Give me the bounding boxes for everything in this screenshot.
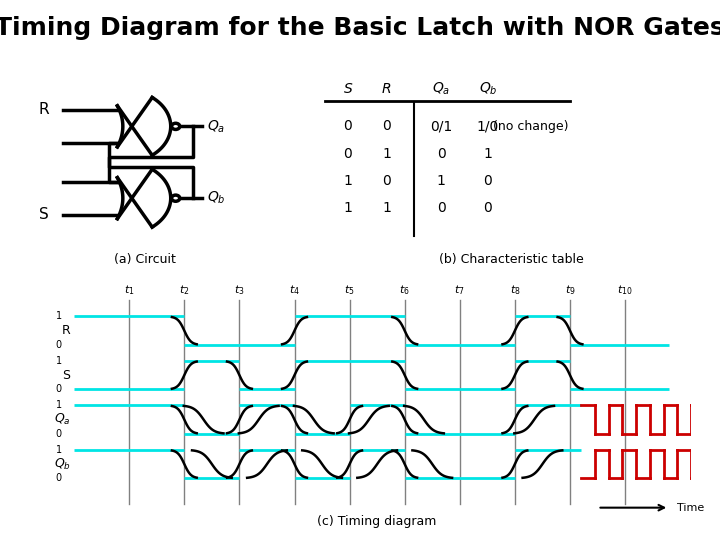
Text: $t_1$: $t_1$ — [124, 284, 135, 298]
Text: $Q_b$: $Q_b$ — [53, 456, 71, 471]
Text: R: R — [61, 324, 71, 337]
Text: $t_4$: $t_4$ — [289, 284, 300, 298]
Text: $Q_b$: $Q_b$ — [207, 190, 226, 206]
Text: S: S — [39, 207, 48, 222]
Text: 1: 1 — [343, 201, 352, 215]
Text: 1: 1 — [55, 445, 62, 455]
Text: R: R — [38, 103, 49, 117]
Text: $t_2$: $t_2$ — [179, 284, 189, 298]
Text: $t_5$: $t_5$ — [344, 284, 355, 298]
Text: 0: 0 — [437, 201, 446, 215]
Text: S: S — [343, 82, 352, 96]
Text: $t_{10}$: $t_{10}$ — [617, 284, 633, 298]
Text: 0: 0 — [484, 174, 492, 188]
Text: S: S — [62, 369, 70, 382]
Text: 1: 1 — [437, 174, 446, 188]
Text: (b) Characteristic table: (b) Characteristic table — [438, 253, 584, 266]
Text: 1: 1 — [55, 312, 62, 321]
Text: 0: 0 — [55, 429, 62, 439]
Text: 1: 1 — [382, 201, 391, 215]
Text: (a) Circuit: (a) Circuit — [114, 253, 176, 266]
Text: 0: 0 — [437, 147, 446, 161]
Text: $Q_a$: $Q_a$ — [54, 412, 71, 427]
Text: 0: 0 — [55, 340, 62, 350]
Text: 1: 1 — [55, 400, 62, 410]
Text: $Q_a$: $Q_a$ — [432, 80, 450, 97]
Text: 0: 0 — [55, 474, 62, 483]
Text: 1: 1 — [483, 147, 492, 161]
Text: $t_6$: $t_6$ — [400, 284, 410, 298]
Text: $t_7$: $t_7$ — [454, 284, 465, 298]
Text: (c) Timing diagram: (c) Timing diagram — [318, 515, 437, 529]
Text: 0: 0 — [343, 119, 352, 133]
Text: $t_3$: $t_3$ — [234, 284, 245, 298]
Text: 0/1: 0/1 — [430, 119, 452, 133]
Text: 0: 0 — [484, 201, 492, 215]
Text: Time: Time — [678, 503, 705, 512]
Text: 0: 0 — [55, 384, 62, 394]
Text: 1: 1 — [55, 356, 62, 366]
Text: R: R — [382, 82, 392, 96]
Text: 0: 0 — [343, 147, 352, 161]
Text: Timing Diagram for the Basic Latch with NOR Gates: Timing Diagram for the Basic Latch with … — [0, 16, 720, 40]
Text: 1: 1 — [343, 174, 352, 188]
Text: $t_9$: $t_9$ — [564, 284, 575, 298]
Text: (no change): (no change) — [493, 120, 568, 133]
Text: $Q_a$: $Q_a$ — [207, 118, 225, 134]
Text: 0: 0 — [382, 174, 391, 188]
Text: 1/0: 1/0 — [477, 119, 499, 133]
Text: $Q_b$: $Q_b$ — [479, 80, 498, 97]
Text: 0: 0 — [382, 119, 391, 133]
Text: $t_8$: $t_8$ — [510, 284, 521, 298]
Text: 1: 1 — [382, 147, 391, 161]
